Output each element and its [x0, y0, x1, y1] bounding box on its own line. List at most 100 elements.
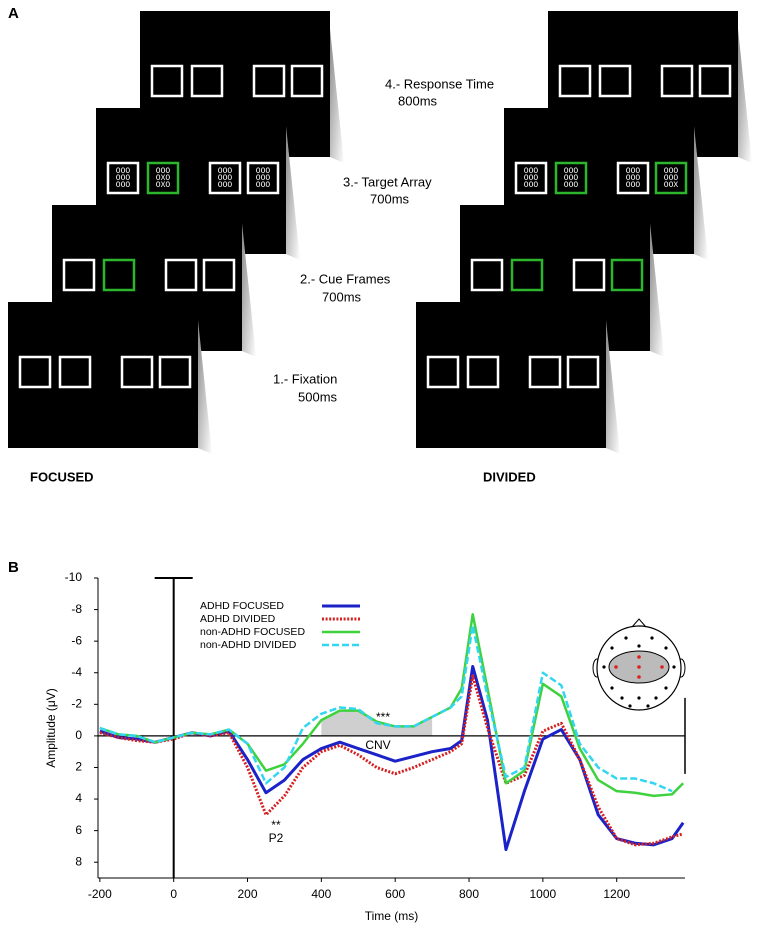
screen-background	[8, 302, 198, 448]
series-line	[99, 613, 685, 798]
x-tick-label: 800	[459, 887, 479, 901]
y-tick-label: 0	[75, 728, 82, 742]
stimulus-letters: OOO	[218, 181, 233, 190]
step-name: 1.- Fixation	[273, 371, 337, 386]
step-duration: 500ms	[298, 389, 338, 404]
step-name: 2.- Cue Frames	[300, 271, 391, 286]
stimulus-letters: OOO	[116, 174, 131, 183]
stimulus-letters: OOO	[256, 181, 271, 190]
step-duration: 700ms	[322, 289, 362, 304]
fixation-cross: +	[598, 170, 607, 187]
stimulus-letters: OXO	[156, 181, 171, 190]
head-inset	[592, 618, 686, 711]
screen-shadow	[242, 223, 256, 357]
stimulus-letters: OOO	[664, 167, 679, 176]
stimulus-frame	[598, 64, 632, 98]
stimulus-frame	[120, 355, 154, 389]
step-name: 3.- Target Array	[343, 174, 432, 189]
x-tick-label: 200	[238, 887, 258, 901]
stimulus-letters: OOO	[524, 174, 539, 183]
legend-label: non-ADHD DIVIDED	[200, 639, 297, 651]
stimulus-frame	[654, 161, 688, 195]
stimulus-frame	[208, 161, 242, 195]
screen-shadow	[650, 223, 664, 357]
stimulus-letters: OOO	[564, 174, 579, 183]
fixation-cross: +	[102, 364, 111, 381]
stimulus-letters: OOO	[256, 174, 271, 183]
stimulus-frame	[106, 161, 140, 195]
stimulus-frame	[164, 258, 198, 292]
stimulus-frame	[470, 258, 504, 292]
stimulus-letters: OOO	[156, 167, 171, 176]
y-tick-label: -4	[71, 665, 82, 679]
annotation: **	[271, 818, 281, 832]
y-tick-label: -2	[71, 696, 82, 710]
stimulus-letters: OOO	[218, 167, 233, 176]
step-name: 4.- Response Time	[385, 76, 494, 91]
stimulus-letters: OOO	[626, 174, 641, 183]
screen-shadow	[286, 126, 300, 260]
stimulus-letters: OOO	[524, 167, 539, 176]
stimulus-frame	[572, 258, 606, 292]
panel-label: B	[8, 559, 19, 576]
stimulus-letters: OOO	[116, 167, 131, 176]
panel-a: AOOOOOOOOOOOOOXOOXOOOOOOOOOOOOOOOOOOO+++…	[8, 5, 752, 484]
stimulus-frame	[514, 161, 548, 195]
legend-label: ADHD FOCUSED	[200, 600, 284, 612]
stimulus-frame	[290, 64, 324, 98]
stimulus-frame	[146, 161, 180, 195]
annotation: ***	[376, 710, 390, 724]
y-tick-label: 2	[75, 760, 82, 774]
stimulus-frame	[252, 64, 286, 98]
panel-b: B -10 -8 -6 -4 -2 0 2 4 6 8 -200 0 200 400 600 800 1000 12…	[8, 559, 686, 923]
stimulus-letters: OOO	[218, 174, 233, 183]
screen-shadow	[738, 29, 752, 163]
panel-label: A	[8, 5, 19, 22]
stimulus-frame	[528, 355, 562, 389]
stimulus-letters: OOO	[524, 181, 539, 190]
stimulus-frame	[18, 355, 52, 389]
x-tick-label: 1200	[603, 887, 630, 901]
screen-background	[416, 302, 606, 448]
y-tick-label: -10	[65, 570, 83, 584]
y-tick-label: 4	[75, 791, 82, 805]
step-duration: 800ms	[398, 93, 438, 108]
annotation: P2	[269, 831, 284, 845]
screen-shadow	[198, 320, 212, 454]
x-tick-label: 1000	[530, 887, 557, 901]
legend-label: ADHD DIVIDED	[200, 613, 276, 625]
x-tick-label: -200	[88, 887, 112, 901]
stimulus-frame	[62, 258, 96, 292]
stimulus-letters: OOX	[664, 181, 679, 190]
stimulus-letters: OOO	[626, 167, 641, 176]
step-duration: 700ms	[370, 191, 410, 206]
stimulus-frame	[466, 355, 500, 389]
fixation-cross: +	[510, 364, 519, 381]
stimulus-frame	[660, 64, 694, 98]
stimulus-letters: OOO	[626, 181, 641, 190]
stimulus-frame	[698, 64, 732, 98]
stimulus-frame	[426, 355, 460, 389]
stimulus-frame	[554, 161, 588, 195]
series-line	[99, 624, 673, 793]
stimulus-frame	[158, 355, 192, 389]
x-tick-label: 400	[311, 887, 331, 901]
fixation-cross: +	[554, 267, 563, 284]
stimulus-frame	[616, 161, 650, 195]
stimulus-letters: OOO	[564, 167, 579, 176]
y-axis-title: Amplitude (μV)	[44, 688, 58, 768]
series-line	[99, 664, 685, 852]
x-tick-label: 600	[385, 887, 405, 901]
stimulus-frame	[102, 258, 136, 292]
x-tick-label: 0	[170, 887, 177, 901]
stimulus-letters: OOO	[256, 167, 271, 176]
y-tick-label: 6	[75, 823, 82, 837]
y-tick-label: -6	[71, 633, 82, 647]
screen: +	[416, 302, 620, 454]
stimulus-letters: OOO	[664, 174, 679, 183]
screen-shadow	[606, 320, 620, 454]
stimulus-frame	[566, 355, 600, 389]
screen: +	[8, 302, 212, 454]
fixation-cross: +	[190, 170, 199, 187]
stimulus-frame	[558, 64, 592, 98]
